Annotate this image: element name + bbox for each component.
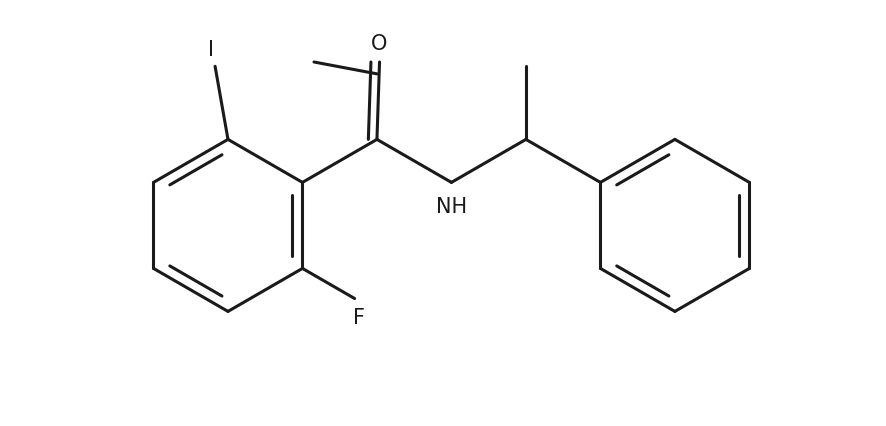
Text: O: O [371, 34, 388, 54]
Text: NH: NH [436, 197, 467, 217]
Text: I: I [208, 40, 214, 60]
Text: F: F [353, 308, 365, 328]
